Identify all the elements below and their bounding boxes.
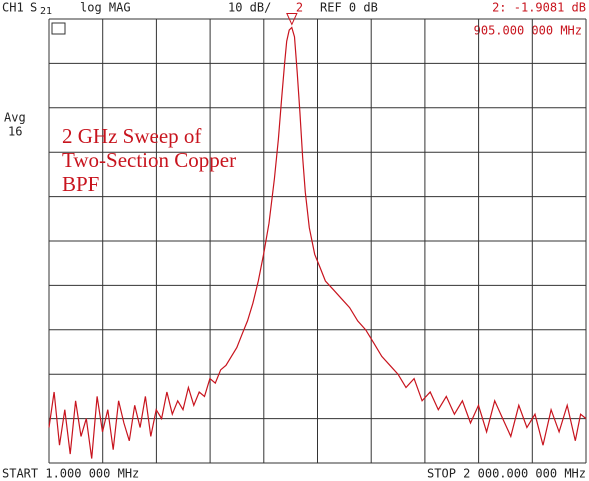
scale: 10 dB/ (228, 1, 271, 15)
chart-title: BPF (62, 172, 99, 196)
trace (48, 26, 587, 459)
ref: REF 0 dB (320, 1, 378, 15)
marker-readout: 2: -1.9081 dB (492, 1, 586, 15)
chart-title: 2 GHz Sweep of (62, 124, 201, 148)
avg-count: 16 (8, 125, 22, 139)
hp-logo (51, 22, 66, 35)
param: S (30, 1, 37, 15)
marker (286, 12, 298, 26)
marker-label: 2 (296, 1, 303, 15)
param-sub: 21 (40, 6, 52, 17)
avg: Avg (4, 111, 26, 125)
marker-freq: 905.000 000 MHz (474, 24, 582, 38)
start-label: START 1.000 000 MHz (2, 467, 139, 481)
channel: CH1 (2, 1, 24, 15)
format: log MAG (80, 1, 131, 15)
stop-label: STOP 2 000.000 000 MHz (427, 467, 586, 481)
chart-title: Two-Section Copper (62, 148, 236, 172)
